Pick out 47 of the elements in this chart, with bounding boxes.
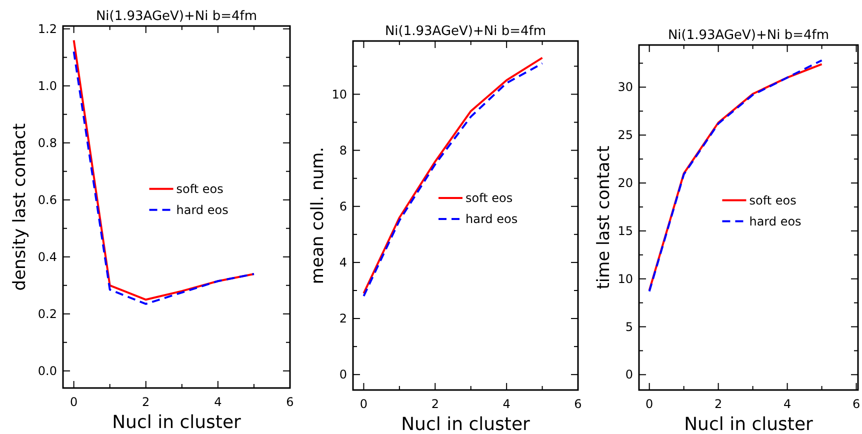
x-tick-label: 2 (714, 397, 722, 411)
y-tick-label: 0 (339, 368, 347, 382)
y-tick-label: 0 (625, 368, 633, 382)
x-tick-label: 2 (142, 395, 150, 409)
legend-label: hard eos (466, 212, 518, 226)
y-tick-label: 10 (618, 272, 633, 286)
y-tick-label: 0.2 (38, 306, 57, 321)
y-axis-title: density last contact (10, 122, 30, 291)
y-tick-label: 4 (339, 255, 347, 270)
chart-title: Ni(1.93AGeV)+Ni b=4fm (96, 9, 258, 24)
y-tick-label: 8 (339, 143, 347, 158)
legend-label: soft eos (466, 191, 513, 206)
y-tick-label: 1.0 (38, 78, 57, 93)
y-tick-label: 0.6 (38, 192, 57, 207)
chart-title: Ni(1.93AGeV)+Ni b=4fm (384, 24, 546, 39)
y-axis-title: time last contact (594, 145, 614, 290)
y-tick-label: 25 (618, 128, 633, 142)
x-tick-label: 6 (574, 397, 582, 411)
x-tick-label: 6 (852, 397, 860, 411)
x-axis-title: Nucl in cluster (401, 414, 531, 434)
y-tick-label: 0.4 (38, 250, 57, 264)
x-tick-label: 0 (70, 395, 78, 409)
x-tick-label: 0 (360, 397, 368, 411)
chart-title: Ni(1.93AGeV)+Ni b=4fm (668, 28, 830, 43)
x-axis-title: Nucl in cluster (684, 414, 814, 434)
legend-label: hard eos (749, 214, 802, 228)
y-tick-label: 5 (625, 320, 633, 334)
x-tick-label: 0 (646, 397, 654, 411)
y-tick-label: 20 (618, 176, 633, 190)
legend-label: hard eos (176, 202, 228, 217)
legend-label: soft eos (176, 182, 224, 196)
y-tick-label: 0.0 (38, 364, 57, 378)
y-tick-label: 0.8 (38, 136, 57, 150)
y-tick-label: 6 (339, 199, 347, 214)
y-tick-label: 10 (332, 87, 347, 102)
y-tick-label: 30 (618, 80, 633, 94)
y-tick-label: 2 (339, 312, 347, 326)
x-tick-label: 4 (502, 397, 510, 411)
legend-label: soft eos (749, 193, 796, 208)
y-axis-title: mean coll. num. (308, 146, 328, 284)
x-tick-label: 2 (431, 397, 439, 411)
x-axis-title: Nucl in cluster (112, 412, 242, 433)
y-tick-label: 15 (618, 224, 633, 238)
x-tick-label: 4 (783, 397, 792, 411)
y-tick-label: 1.2 (38, 22, 57, 36)
x-tick-label: 6 (286, 395, 294, 409)
x-tick-label: 4 (214, 395, 222, 409)
